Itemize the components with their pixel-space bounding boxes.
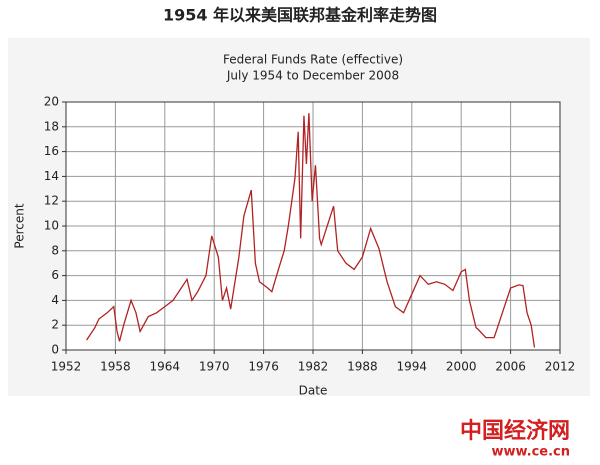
chart-subtitle: July 1954 to December 2008: [226, 69, 399, 83]
y-tick-label: 20: [44, 95, 59, 109]
y-tick-label: 6: [51, 268, 59, 282]
y-tick-label: 0: [51, 343, 59, 357]
y-tick-label: 2: [51, 318, 59, 332]
data-line: [86, 113, 536, 348]
x-tick-label: 1982: [298, 360, 329, 374]
plot-border: [65, 101, 561, 351]
x-axis-label: Date: [299, 384, 328, 398]
x-tick-label: 1952: [51, 360, 82, 374]
chart-title: Federal Funds Rate (effective): [223, 53, 403, 67]
watermark-url: www.ce.cn: [491, 445, 570, 460]
y-axis-label: Percent: [13, 203, 27, 248]
y-tick-label: 18: [44, 119, 59, 133]
y-tick-label: 12: [44, 194, 59, 208]
page-title: 1954 年以来美国联邦基金利率走势图: [163, 6, 437, 25]
x-tick-label: 1988: [347, 360, 378, 374]
y-tick-label: 4: [51, 293, 59, 307]
y-tick-label: 14: [44, 169, 59, 183]
x-tick-label: 1994: [397, 360, 428, 374]
x-tick-label: 1958: [100, 360, 131, 374]
x-tick-label: 1964: [150, 360, 181, 374]
x-tick-label: 2012: [545, 360, 576, 374]
y-tick-label: 8: [51, 243, 59, 257]
y-tick-label: 10: [44, 219, 59, 233]
x-tick-label: 2000: [446, 360, 477, 374]
y-tick-label: 16: [44, 144, 59, 158]
x-tick-label: 1970: [199, 360, 230, 374]
x-tick-label: 1976: [248, 360, 279, 374]
x-tick-label: 2006: [495, 360, 526, 374]
watermark-brand: 中国经济网: [460, 418, 570, 444]
